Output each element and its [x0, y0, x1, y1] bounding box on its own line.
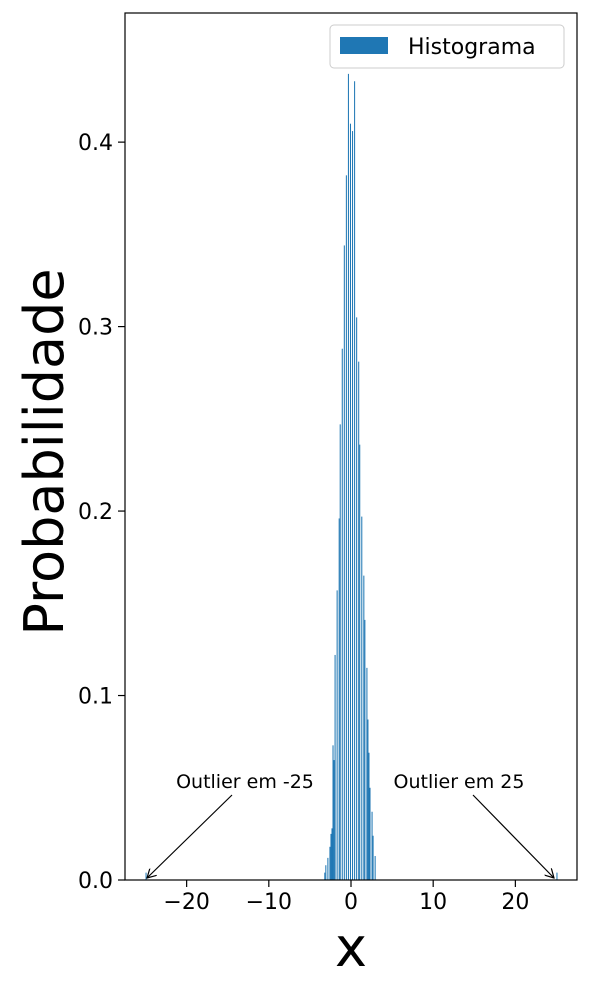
- x-tick-label: 10: [419, 890, 447, 915]
- histogram-bar: [364, 619, 366, 880]
- histogram-bar: [374, 856, 376, 880]
- y-axis-label: Probabilidade: [13, 268, 76, 635]
- y-tick-label: 0.2: [78, 500, 113, 525]
- histogram-bar: [325, 865, 327, 880]
- histogram-bars: [145, 73, 558, 881]
- histogram-bar: [354, 81, 356, 881]
- histogram-bar: [363, 575, 365, 880]
- histogram-bar: [336, 590, 338, 880]
- x-tick-label: −20: [163, 890, 209, 915]
- histogram-bar: [341, 348, 343, 880]
- histogram-bar: [345, 175, 347, 880]
- histogram-bar: [369, 787, 371, 880]
- histogram-bar: [333, 760, 335, 880]
- histogram-bar: [327, 857, 329, 880]
- histogram-bar: [145, 872, 147, 880]
- histogram-bar: [343, 245, 345, 880]
- histogram-bar: [339, 424, 341, 880]
- legend: Histograma: [329, 24, 565, 69]
- legend-swatch: [340, 37, 388, 54]
- histogram-bar: [349, 123, 351, 881]
- histogram-bar: [329, 846, 331, 880]
- histogram-bar: [332, 745, 334, 880]
- histogram-bar: [334, 654, 336, 880]
- histogram-bar: [371, 811, 373, 880]
- x-tick-label: −10: [246, 890, 292, 915]
- y-axis-ticks: 0.0 0.1 0.2 0.3 0.4: [78, 131, 125, 894]
- annotation-arrow-left: [147, 794, 233, 878]
- y-tick-label: 0.1: [78, 685, 113, 710]
- histogram-bar: [331, 828, 333, 880]
- y-tick-label: 0.4: [78, 131, 113, 156]
- x-axis-label: x: [335, 916, 367, 979]
- histogram-bar: [356, 317, 358, 881]
- x-tick-label: 20: [501, 890, 529, 915]
- x-tick-label: 0: [344, 890, 358, 915]
- histogram-bar: [352, 131, 354, 880]
- annotation-outlier-right: Outlier em 25: [394, 771, 525, 793]
- histogram-bar: [359, 444, 361, 880]
- histogram-bar: [330, 833, 332, 880]
- histogram-bar: [361, 516, 363, 880]
- histogram-bar: [324, 872, 326, 880]
- legend-label: Histograma: [408, 35, 536, 60]
- legend-box: [329, 24, 565, 69]
- histogram-bar: [358, 361, 360, 881]
- annotations: Outlier em -25 Outlier em 25: [147, 771, 554, 878]
- histogram-bar: [372, 835, 374, 880]
- histogram-bar: [368, 752, 370, 880]
- annotation-outlier-left: Outlier em -25: [176, 771, 314, 793]
- histogram-bar: [367, 719, 369, 880]
- y-tick-label: 0.3: [78, 316, 113, 341]
- histogram-bar: [338, 518, 340, 880]
- annotation-arrow-right: [472, 794, 554, 878]
- x-axis-ticks: −20 −10 0 10 20: [163, 880, 529, 915]
- histogram-bar: [556, 872, 558, 880]
- histogram-bar: [366, 667, 368, 880]
- y-tick-label: 0.0: [78, 869, 113, 894]
- histogram-bar: [347, 73, 349, 881]
